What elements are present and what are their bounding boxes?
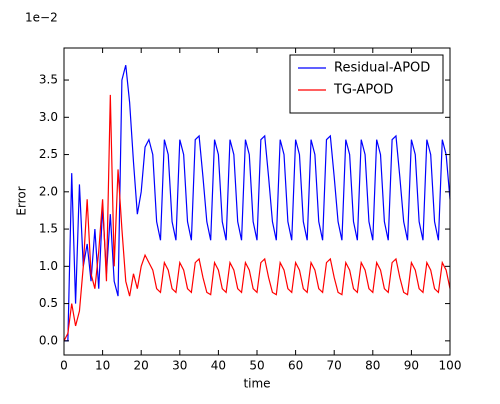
- legend-label: TG-APOD: [333, 83, 393, 98]
- y-axis-label: Error: [15, 186, 29, 215]
- x-tick-label: 0: [60, 359, 68, 373]
- x-tick-label: 80: [365, 359, 380, 373]
- x-tick-label: 20: [134, 359, 149, 373]
- legend-label: Residual-APOD: [334, 61, 430, 76]
- y-tick-label: 3.0: [39, 110, 58, 124]
- x-tick-label: 30: [172, 359, 187, 373]
- x-tick-label: 100: [439, 359, 462, 373]
- y-tick-label: 0.5: [39, 296, 58, 310]
- y-tick-label: 2.5: [39, 147, 58, 161]
- x-tick-label: 60: [288, 359, 303, 373]
- y-tick-label: 3.5: [39, 73, 58, 87]
- x-tick-label: 70: [327, 359, 342, 373]
- x-axis-label: time: [243, 377, 270, 391]
- legend-box: [289, 54, 444, 114]
- x-tick-label: 90: [404, 359, 419, 373]
- x-tick-label: 50: [249, 359, 264, 373]
- y-tick-label: 2.0: [39, 184, 58, 198]
- data-line: [64, 64, 451, 342]
- y-tick-label: 1.0: [39, 259, 58, 273]
- x-tick-label: 10: [95, 359, 110, 373]
- y-tick-label: 1.5: [39, 222, 58, 236]
- y-tick-label: 0.0: [39, 333, 58, 347]
- x-tick-label: 40: [211, 359, 226, 373]
- data-line: [63, 94, 451, 342]
- offset-label: 1e−2: [25, 11, 58, 25]
